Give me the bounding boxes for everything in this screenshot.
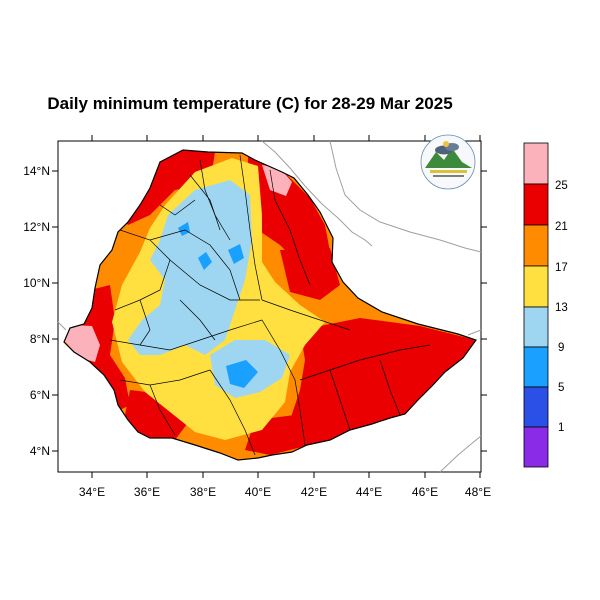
temp-zone-pink-west: [64, 325, 100, 362]
ethiopian-meteorology-institute-logo: [420, 134, 476, 190]
map-title: Daily minimum temperature (C) for 28-29 …: [47, 94, 453, 113]
y-tick-label: 10°N: [23, 276, 50, 290]
x-tick-label: 36°E: [134, 485, 160, 499]
y-tick-label: 14°N: [23, 164, 50, 178]
legend-label: 25: [555, 180, 568, 192]
temp-zone-lightblue-central: [128, 180, 252, 355]
y-axis: [52, 170, 487, 452]
color-legend: [523, 142, 549, 468]
legend-swatch: [523, 346, 549, 388]
legend-swatch: [523, 224, 549, 267]
legend-label: 9: [558, 342, 564, 354]
x-tick-label: 34°E: [79, 485, 105, 499]
temp-zone-red-afar: [280, 248, 340, 300]
y-tick-label: 12°N: [23, 220, 50, 234]
x-tick-label: 46°E: [412, 485, 438, 499]
legend-swatch: [523, 142, 549, 185]
legend-swatch: [523, 306, 549, 348]
y-tick-labels: 14°N 12°N 10°N 8°N 6°N 4°N: [23, 164, 50, 458]
x-tick-label: 44°E: [356, 485, 382, 499]
legend-labels: 25 21 17 13 9 5 1: [555, 180, 568, 434]
legend-label: 5: [558, 382, 564, 394]
y-tick-label: 8°N: [30, 332, 50, 346]
x-tick-label: 42°E: [301, 485, 327, 499]
legend-label: 17: [555, 262, 568, 274]
temp-zone-pink-danakil: [262, 165, 292, 196]
legend-label: 1: [558, 422, 564, 434]
legend-label: 21: [555, 221, 568, 233]
legend-swatch: [523, 183, 549, 226]
legend-swatch: [523, 265, 549, 308]
x-tick-label: 40°E: [245, 485, 271, 499]
temp-zone-blue-simien: [198, 252, 212, 270]
legend-swatch: [523, 386, 549, 428]
x-tick-label: 48°E: [465, 485, 491, 499]
temp-zone-blue-north: [178, 222, 190, 236]
y-tick-label: 4°N: [30, 444, 50, 458]
ethiopia-outline: [63, 149, 477, 461]
temp-zone-red-west: [80, 285, 130, 410]
legend-swatch: [523, 426, 549, 468]
legend-label: 13: [555, 302, 568, 314]
x-tick-label: 38°E: [190, 485, 216, 499]
x-axis: [91, 135, 481, 478]
neighbor-borders: [57, 140, 482, 473]
temp-zone-blue-wollo: [228, 244, 244, 264]
temp-zone-red-east: [290, 318, 476, 448]
y-tick-label: 6°N: [30, 388, 50, 402]
temp-zone-blue-bale: [226, 360, 258, 388]
x-tick-labels: 34°E 36°E 38°E 40°E 42°E 44°E 46°E 48°E: [79, 485, 491, 499]
admin-borders: [109, 154, 431, 456]
